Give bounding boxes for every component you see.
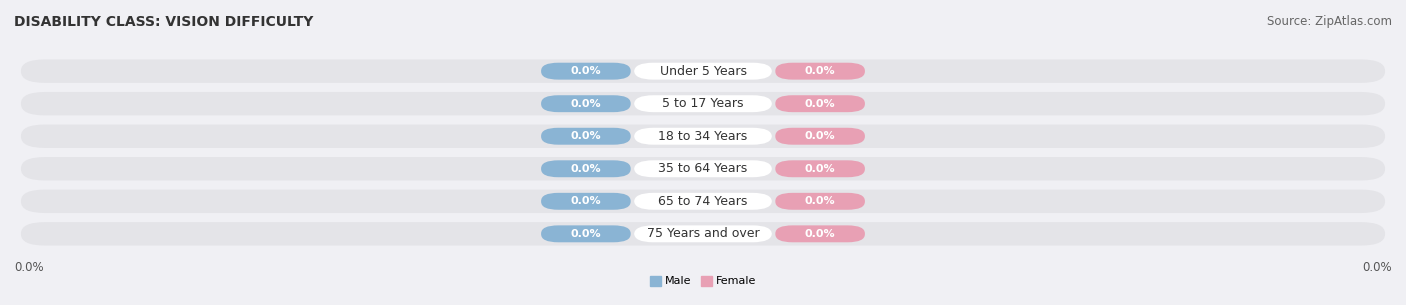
- Text: 0.0%: 0.0%: [571, 99, 602, 109]
- Text: 0.0%: 0.0%: [571, 196, 602, 206]
- FancyBboxPatch shape: [634, 95, 772, 112]
- Text: 0.0%: 0.0%: [571, 164, 602, 174]
- Text: Under 5 Years: Under 5 Years: [659, 65, 747, 78]
- Text: 0.0%: 0.0%: [804, 131, 835, 141]
- FancyBboxPatch shape: [775, 63, 865, 80]
- FancyBboxPatch shape: [775, 193, 865, 210]
- Text: 0.0%: 0.0%: [804, 196, 835, 206]
- Text: 0.0%: 0.0%: [1362, 261, 1392, 274]
- FancyBboxPatch shape: [541, 95, 631, 112]
- Legend: Male, Female: Male, Female: [645, 271, 761, 291]
- Text: 75 Years and over: 75 Years and over: [647, 227, 759, 240]
- Text: 0.0%: 0.0%: [571, 229, 602, 239]
- Text: 0.0%: 0.0%: [804, 66, 835, 76]
- Text: 18 to 34 Years: 18 to 34 Years: [658, 130, 748, 143]
- FancyBboxPatch shape: [775, 225, 865, 242]
- FancyBboxPatch shape: [634, 63, 772, 80]
- FancyBboxPatch shape: [775, 95, 865, 112]
- FancyBboxPatch shape: [541, 225, 631, 242]
- FancyBboxPatch shape: [541, 128, 631, 145]
- FancyBboxPatch shape: [21, 157, 1385, 181]
- Text: 0.0%: 0.0%: [14, 261, 44, 274]
- Text: 0.0%: 0.0%: [571, 131, 602, 141]
- FancyBboxPatch shape: [541, 63, 631, 80]
- FancyBboxPatch shape: [634, 193, 772, 210]
- FancyBboxPatch shape: [21, 59, 1385, 83]
- FancyBboxPatch shape: [541, 193, 631, 210]
- FancyBboxPatch shape: [775, 128, 865, 145]
- FancyBboxPatch shape: [634, 160, 772, 177]
- Text: 65 to 74 Years: 65 to 74 Years: [658, 195, 748, 208]
- Text: 5 to 17 Years: 5 to 17 Years: [662, 97, 744, 110]
- FancyBboxPatch shape: [634, 225, 772, 242]
- FancyBboxPatch shape: [21, 222, 1385, 246]
- Text: 0.0%: 0.0%: [804, 99, 835, 109]
- Text: 0.0%: 0.0%: [571, 66, 602, 76]
- FancyBboxPatch shape: [775, 160, 865, 177]
- Text: 0.0%: 0.0%: [804, 164, 835, 174]
- FancyBboxPatch shape: [634, 128, 772, 145]
- FancyBboxPatch shape: [21, 190, 1385, 213]
- Text: 0.0%: 0.0%: [804, 229, 835, 239]
- FancyBboxPatch shape: [21, 124, 1385, 148]
- Text: DISABILITY CLASS: VISION DIFFICULTY: DISABILITY CLASS: VISION DIFFICULTY: [14, 15, 314, 29]
- FancyBboxPatch shape: [541, 160, 631, 177]
- Text: Source: ZipAtlas.com: Source: ZipAtlas.com: [1267, 15, 1392, 28]
- Text: 35 to 64 Years: 35 to 64 Years: [658, 162, 748, 175]
- FancyBboxPatch shape: [21, 92, 1385, 115]
